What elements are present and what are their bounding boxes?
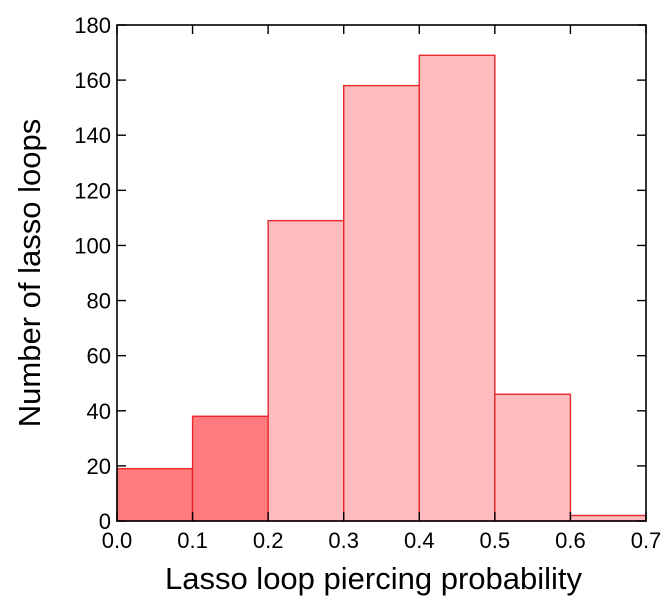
x-tick-label-4: 0.4 <box>404 528 435 553</box>
y-tick-label-8: 160 <box>74 68 111 93</box>
y-tick-label-6: 120 <box>74 178 111 203</box>
y-tick-label-2: 40 <box>87 399 111 424</box>
histogram-bar-1 <box>116 467 194 522</box>
y-tick-label-9: 180 <box>74 13 111 38</box>
y-tick-label-5: 100 <box>74 233 111 258</box>
histogram-bar-6 <box>494 393 572 522</box>
y-tick-label-0: 0 <box>99 509 111 534</box>
axis-ticks <box>116 24 647 522</box>
x-tick-label-5: 0.5 <box>480 528 511 553</box>
x-tick-label-2: 0.2 <box>253 528 284 553</box>
x-tick-label-1: 0.1 <box>177 528 208 553</box>
y-axis-tick-labels: 0 20 40 60 80 100 120 140 160 180 <box>74 13 111 534</box>
y-tick-label-3: 60 <box>87 344 111 369</box>
histogram-bar-3 <box>267 219 345 522</box>
histogram-bar-7 <box>569 514 647 522</box>
plot-frame <box>116 24 647 522</box>
histogram-bars <box>116 54 647 522</box>
histogram-bar-4 <box>343 84 420 522</box>
x-axis-title: Lasso loop piercing probability <box>165 561 583 596</box>
x-tick-label-3: 0.3 <box>328 528 359 553</box>
x-tick-label-7: 0.7 <box>631 528 662 553</box>
y-tick-label-1: 20 <box>87 454 111 479</box>
x-tick-label-0: 0.0 <box>102 528 133 553</box>
y-axis-title: Number of lasso loops <box>12 119 47 427</box>
y-tick-label-7: 140 <box>74 123 111 148</box>
x-tick-label-6: 0.6 <box>555 528 586 553</box>
histogram-bar-5 <box>418 54 496 522</box>
histogram-bar-2 <box>191 415 269 522</box>
x-axis-tick-labels: 0.0 0.1 0.2 0.3 0.4 0.5 0.6 0.7 <box>102 528 662 553</box>
y-tick-label-4: 80 <box>87 289 111 314</box>
